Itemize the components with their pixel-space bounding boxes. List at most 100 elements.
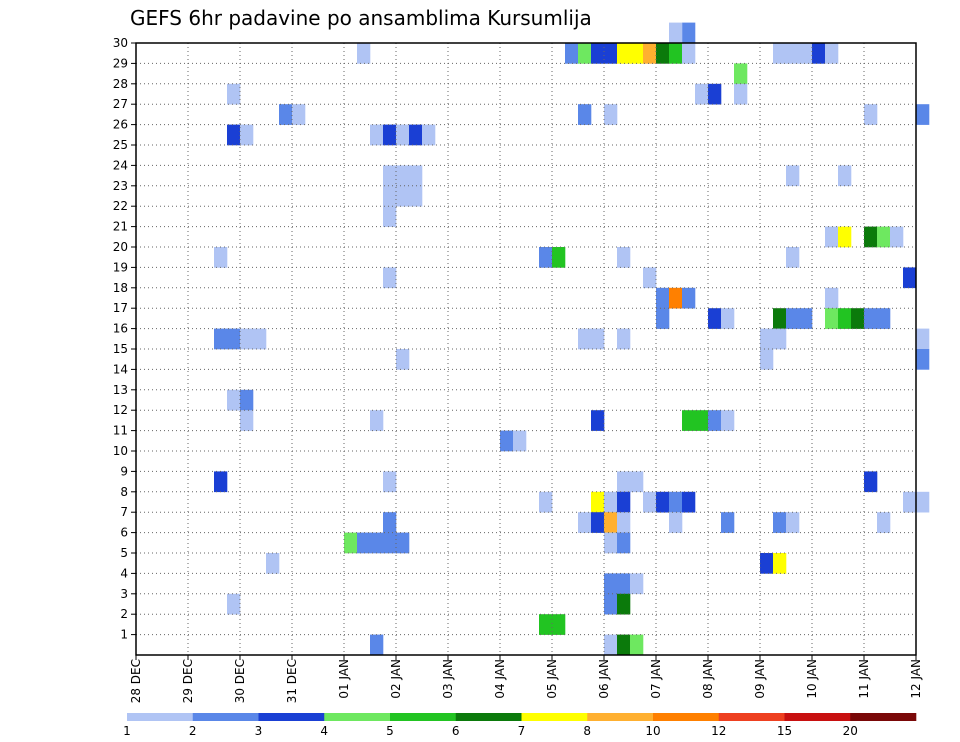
heatmap-cell [617, 491, 631, 513]
x-tick-label: 07 JAN [649, 659, 663, 699]
heatmap-cell [240, 389, 254, 411]
y-tick-label: 21 [113, 220, 128, 234]
y-tick-label: 3 [120, 587, 128, 601]
legend-label: 20 [843, 724, 858, 738]
y-tick-label: 4 [120, 566, 128, 580]
x-tick-label: 04 JAN [493, 659, 507, 699]
heatmap-cell [734, 63, 748, 85]
heatmap-cell [682, 491, 696, 513]
heatmap-cell [669, 22, 683, 44]
x-tick-label: 06 JAN [597, 659, 611, 699]
heatmap-cell [617, 512, 631, 533]
heatmap-cell [227, 83, 241, 105]
heatmap-cell [253, 328, 267, 350]
heatmap-cell [773, 328, 787, 350]
legend-swatch [390, 713, 457, 721]
heatmap-cell [617, 532, 631, 554]
legend-swatch [127, 713, 194, 721]
heatmap-cell [825, 43, 839, 64]
legend-label: 15 [777, 724, 792, 738]
heatmap-cell [591, 43, 605, 64]
y-tick-label: 14 [113, 362, 128, 376]
legend-swatch [324, 713, 391, 721]
legend-label: 2 [189, 724, 197, 738]
heatmap-cell [851, 308, 865, 329]
legend-swatch [784, 713, 851, 721]
heatmap-cell [604, 491, 618, 513]
y-tick-label: 2 [120, 607, 128, 621]
x-tick-label: 30 DEC [233, 659, 247, 703]
heatmap-cell [591, 328, 605, 350]
legend-swatch [258, 713, 325, 721]
heatmap-cell [916, 491, 930, 513]
heatmap-cell [669, 43, 683, 64]
heatmap-cell [773, 43, 787, 64]
heatmap-cell [786, 165, 800, 187]
heatmap-cell [292, 104, 306, 125]
legend-label: 7 [518, 724, 526, 738]
heatmap-cell [604, 593, 618, 615]
y-tick-label: 29 [113, 56, 128, 70]
heatmap-cell [877, 308, 891, 329]
y-tick-label: 27 [113, 97, 128, 111]
legend-label: 1 [123, 724, 131, 738]
heatmap-cell [370, 634, 384, 656]
colorbar-legend: 1 2 3 4 5 6 7 8 10 12 15 20 [123, 713, 917, 738]
heatmap-cell [396, 349, 410, 370]
y-tick-label: 23 [113, 179, 128, 193]
heatmap-cell [825, 287, 839, 309]
x-axis-ticks: 28 DEC 29 DEC 30 DEC 31 DEC 01 JAN 02 JAN 03 J… [129, 655, 923, 703]
heatmap-cell [227, 328, 241, 350]
y-tick-label: 7 [120, 505, 128, 519]
heatmap-cell [344, 532, 358, 554]
heatmap-cell [396, 124, 410, 146]
heatmap-cell [825, 308, 839, 329]
heatmap-cell [409, 185, 423, 207]
heatmap-cell [617, 471, 631, 493]
heatmap-cell [656, 287, 670, 309]
heatmap-cell [630, 43, 644, 64]
y-tick-label: 11 [113, 424, 128, 438]
heatmap-cell [227, 124, 241, 146]
heatmap-cell [656, 491, 670, 513]
legend-label: 8 [583, 724, 591, 738]
heatmap-cell [643, 43, 657, 64]
heatmap-cell [214, 328, 228, 350]
heatmap-cell [214, 247, 228, 268]
heatmap-cell [669, 491, 683, 513]
y-axis-ticks: 1234567891011121314151617181920212223242… [113, 36, 136, 642]
y-tick-label: 28 [113, 77, 128, 91]
y-tick-label: 1 [120, 628, 128, 642]
heatmap-cell [591, 410, 605, 431]
heatmap-cell [617, 247, 631, 268]
y-tick-label: 13 [113, 383, 128, 397]
y-tick-label: 25 [113, 138, 128, 152]
heatmap-cell [279, 104, 293, 125]
heatmap-cell [578, 104, 592, 125]
heatmap-cell [591, 512, 605, 533]
heatmap-cell [682, 22, 696, 44]
heatmap-cell [890, 226, 904, 248]
heatmap-cell [695, 83, 709, 105]
y-tick-label: 16 [113, 322, 128, 336]
heatmap-cell [513, 430, 527, 452]
heatmap-cell [786, 308, 800, 329]
heatmap-cell [760, 349, 774, 370]
heatmap-cell [370, 124, 384, 146]
heatmap-cell [708, 410, 722, 431]
heatmap-cell [656, 43, 670, 64]
legend-label: 4 [320, 724, 328, 738]
legend-swatch [850, 713, 917, 721]
heatmap-cell [825, 226, 839, 248]
heatmap-cells [214, 22, 930, 656]
x-tick-label: 08 JAN [701, 659, 715, 699]
heatmap-cell [565, 43, 579, 64]
heatmap-cell [539, 247, 553, 268]
heatmap-cell [838, 226, 852, 248]
y-tick-label: 12 [113, 403, 128, 417]
heatmap-cell [617, 634, 631, 656]
heatmap-cell [383, 267, 397, 289]
x-tick-label: 31 DEC [285, 659, 299, 703]
heatmap-cell [721, 512, 735, 533]
